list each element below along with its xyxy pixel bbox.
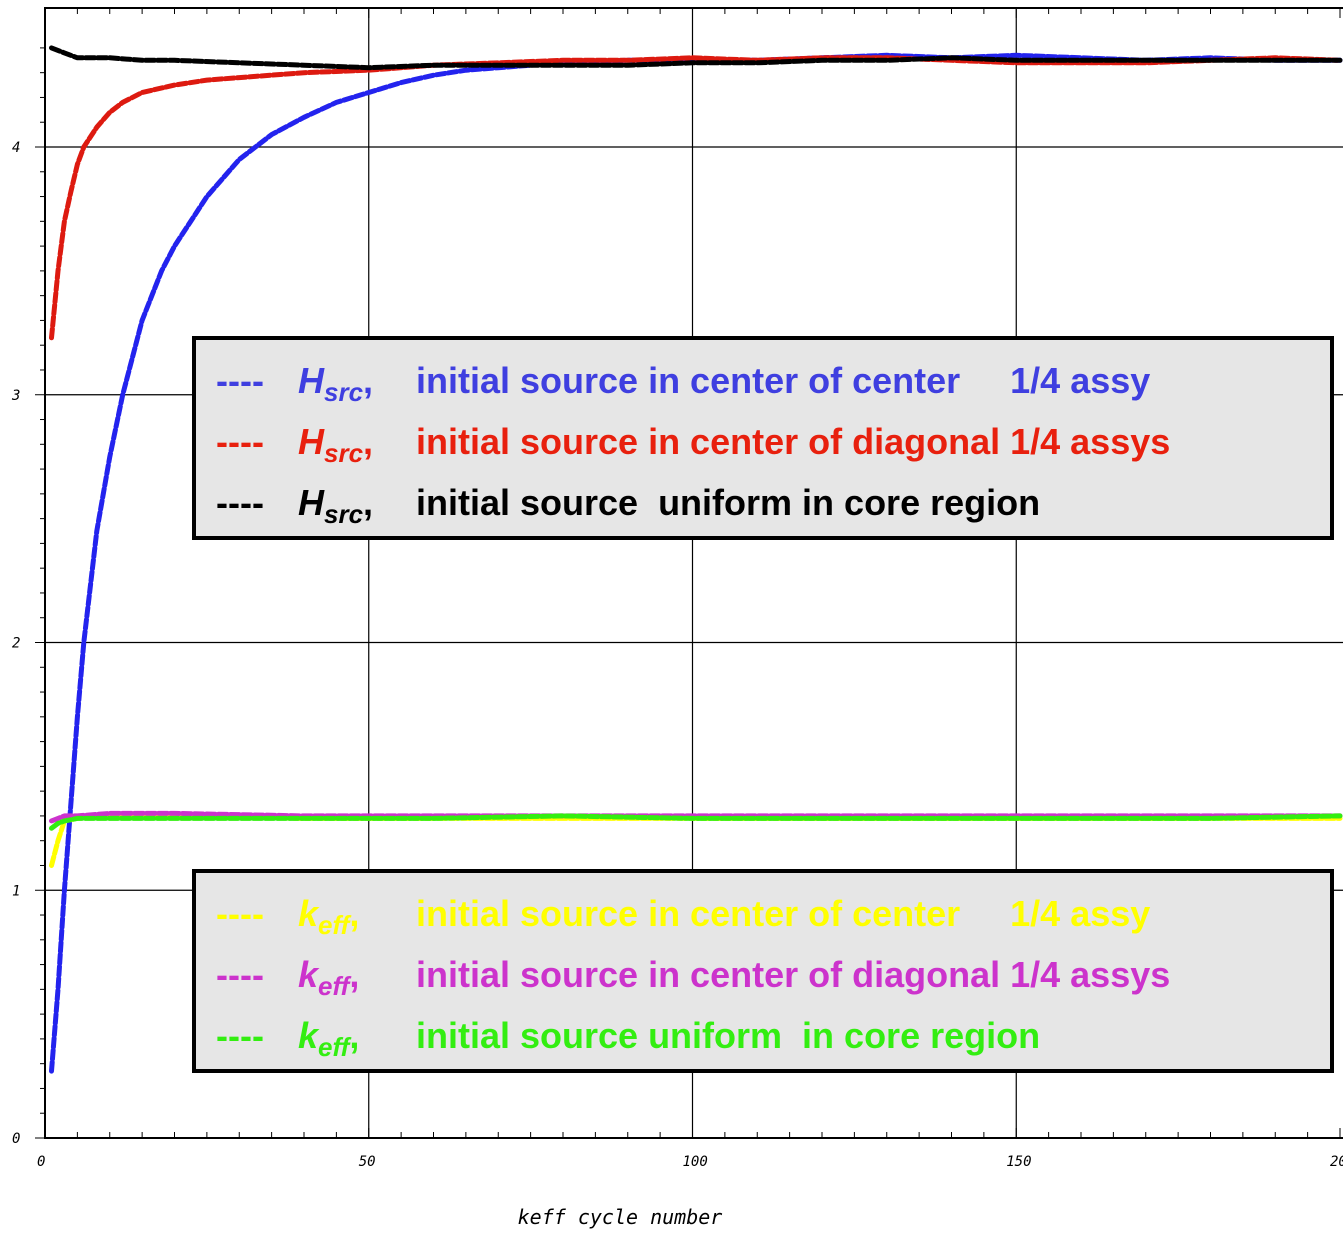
series-line-3 [49, 813, 1343, 868]
legend-symbol-letter: H [298, 482, 324, 523]
tick-labels: 0 50 100 150 200 0 1 2 3 4 [11, 140, 1343, 1170]
y-tick-label: 1 [12, 883, 20, 899]
legend-comma: , [363, 360, 374, 401]
x-tick-label: 200 [1330, 1154, 1343, 1170]
legend-symbol-subscript: eff [318, 971, 350, 1002]
y-tick-label: 0 [12, 1131, 20, 1147]
legend-symbol: keff, [298, 883, 416, 956]
legend-row: ---- Hsrc, initial source in center of cen… [216, 350, 1330, 411]
y-tick-label: 4 [12, 140, 20, 156]
legend-dash: ---- [216, 482, 264, 523]
legend-comma: , [363, 421, 374, 462]
x-tick-label: 50 [359, 1154, 376, 1170]
legend-dash: ---- [216, 421, 264, 462]
legend-symbol-letter: H [298, 360, 324, 401]
legend-row: ---- keff, initial source uniform in core … [216, 1005, 1330, 1066]
legend-h-src: ---- Hsrc, initial source in center of cen… [192, 336, 1334, 540]
legend-comma: , [363, 482, 374, 523]
legend-symbol-letter: k [298, 1015, 319, 1056]
legend-symbol-subscript: src [324, 499, 364, 530]
legend-row: ---- Hsrc, initial source uniform in core … [216, 472, 1330, 533]
series-lines [49, 45, 1343, 1074]
y-tick-label: 3 [11, 388, 20, 404]
legend-text: initial source in center of center 1/4 a… [416, 893, 1151, 934]
legend-row: ---- keff, initial source in center of dia… [216, 944, 1330, 1005]
legend-symbol-subscript: src [324, 377, 364, 408]
legend-symbol: keff, [298, 1005, 416, 1078]
legend-dash: ---- [216, 893, 264, 934]
legend-text: initial source in center of center 1/4 a… [416, 360, 1151, 401]
series-line-1 [49, 55, 1343, 341]
legend-k-eff: ---- keff, initial source in center of cen… [192, 869, 1334, 1073]
legend-text: initial source uniform in core region [416, 482, 1041, 523]
series-line-2 [49, 45, 1343, 71]
legend-symbol: Hsrc, [298, 472, 416, 545]
x-tick-label: 150 [1006, 1154, 1031, 1170]
legend-dash: ---- [216, 360, 264, 401]
legend-comma: , [349, 1015, 360, 1056]
axes [35, 7, 1343, 1139]
legend-symbol-letter: k [298, 893, 319, 934]
legend-dash: ---- [216, 1015, 264, 1056]
x-tick-label: 0 [37, 1154, 45, 1170]
series-line-5 [49, 813, 1343, 831]
legend-row: ---- Hsrc, initial source in center of dia… [216, 411, 1330, 472]
legend-symbol-subscript: eff [318, 1032, 350, 1063]
legend-symbol: Hsrc, [298, 350, 416, 423]
legend-text: initial source uniform in core region [416, 1015, 1041, 1056]
y-tick-label: 2 [12, 636, 20, 652]
legend-text: initial source in center of diagonal 1/4… [416, 954, 1171, 995]
legend-comma: , [349, 893, 360, 934]
legend-symbol-letter: H [298, 421, 324, 462]
legend-text: initial source in center of diagonal 1/4… [416, 421, 1171, 462]
plot-frame [44, 7, 1343, 1139]
legend-symbol-subscript: src [324, 438, 364, 469]
legend-symbol: keff, [298, 944, 416, 1017]
legend-symbol-letter: k [298, 954, 319, 995]
legend-symbol: Hsrc, [298, 411, 416, 484]
legend-row: ---- keff, initial source in center of cen… [216, 883, 1330, 944]
legend-symbol-subscript: eff [318, 910, 350, 941]
legend-comma: , [349, 954, 360, 995]
legend-dash: ---- [216, 954, 264, 995]
x-tick-label: 100 [683, 1154, 708, 1170]
x-axis-label: keff cycle number [518, 1205, 723, 1229]
